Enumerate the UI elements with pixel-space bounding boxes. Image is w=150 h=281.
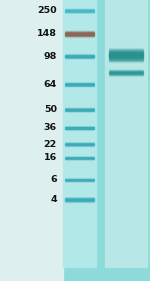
Bar [109,75,143,76]
Bar [109,55,143,56]
Bar [65,31,94,32]
Bar [109,48,143,49]
Bar [109,58,143,59]
Bar [109,50,143,51]
Bar [65,33,94,34]
Text: 50: 50 [44,105,57,114]
Bar [0,0,63,281]
Bar [63,0,96,267]
Bar [109,72,143,73]
Bar [109,73,143,74]
Bar [65,34,94,35]
Text: 16: 16 [44,153,57,162]
Bar [109,69,143,70]
Bar [109,74,143,75]
Text: 36: 36 [44,123,57,132]
Bar [109,54,143,55]
Text: 148: 148 [37,29,57,38]
Bar [109,59,143,60]
Bar [109,53,143,54]
Bar [109,70,143,71]
Text: 22: 22 [44,140,57,149]
Bar [109,61,143,62]
Bar [109,51,143,52]
Text: 6: 6 [50,175,57,184]
Bar [109,49,143,50]
Bar [65,35,94,36]
Text: 4: 4 [50,195,57,204]
Bar [109,52,143,53]
Bar [109,71,143,72]
Bar [109,56,143,57]
Text: 64: 64 [44,80,57,89]
Text: 250: 250 [37,6,57,15]
Bar [65,36,94,37]
Bar [109,60,143,61]
Text: 98: 98 [44,52,57,61]
Bar [109,57,143,58]
Bar [105,0,147,267]
Bar [65,32,94,33]
